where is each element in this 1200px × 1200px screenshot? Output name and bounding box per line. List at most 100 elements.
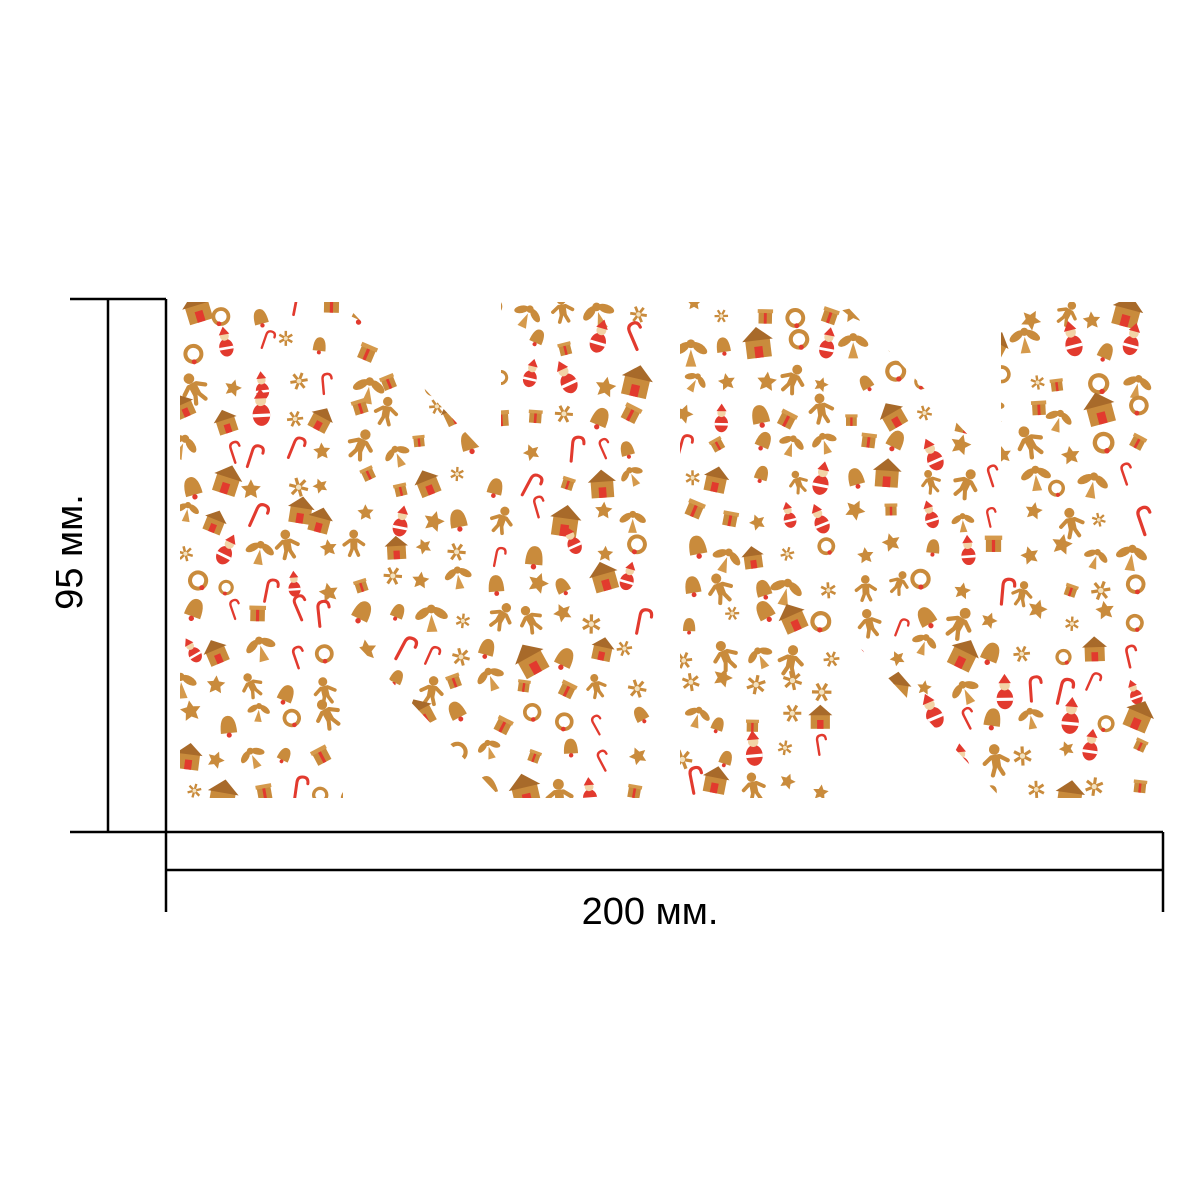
- gingerbread-man-icon: [1011, 581, 1033, 608]
- candy-cane-icon: [986, 506, 997, 528]
- gingerbread-house-icon: [808, 704, 833, 729]
- gingerbread-house-icon: [207, 779, 239, 798]
- gift-icon: [492, 409, 510, 427]
- gingerbread-man-icon: [347, 429, 373, 462]
- santa-icon: [1061, 696, 1079, 734]
- gingerbread-house-icon: [954, 402, 987, 437]
- wreath-icon: [885, 360, 907, 382]
- candy-cane-icon: [229, 598, 240, 621]
- left-n-sticker: [180, 302, 654, 798]
- bell-icon: [917, 607, 938, 629]
- star-icon: [597, 545, 614, 561]
- snowflake-icon: [725, 606, 740, 621]
- gift-icon: [708, 435, 726, 453]
- angel-icon: [684, 706, 710, 729]
- angel-icon: [180, 434, 197, 461]
- gingerbread-man-icon: [982, 744, 1010, 778]
- bell-icon: [982, 785, 997, 798]
- angel-icon: [379, 309, 403, 330]
- angel-icon: [838, 333, 869, 359]
- bell-icon: [253, 308, 269, 328]
- candy-cane-icon: [596, 749, 608, 772]
- wreath-icon: [810, 611, 832, 633]
- bell-icon: [563, 738, 579, 758]
- wreath-icon: [424, 379, 442, 397]
- star-icon: [717, 373, 735, 391]
- gingerbread-man-icon: [945, 607, 972, 642]
- candy-cane-icon: [292, 775, 310, 798]
- wreath-icon: [952, 777, 974, 798]
- snowflake-icon: [1028, 780, 1045, 798]
- wreath-icon: [1125, 574, 1146, 595]
- angel-icon: [514, 305, 541, 329]
- wreath-icon: [914, 374, 930, 390]
- gingerbread-man-icon: [313, 677, 337, 706]
- snowflake-icon: [554, 405, 573, 423]
- gingerbread-man-icon: [908, 743, 931, 770]
- angel-icon: [246, 636, 276, 663]
- star-icon: [357, 504, 374, 520]
- bell-icon: [926, 539, 940, 557]
- candy-cane-icon: [850, 648, 865, 672]
- snowflake-icon: [777, 740, 793, 756]
- snowflake-icon: [1091, 580, 1111, 601]
- gingerbread-house-icon: [180, 394, 197, 421]
- gingerbread-man-icon: [887, 327, 910, 356]
- santa-icon: [1063, 321, 1083, 357]
- angel-icon: [1077, 472, 1108, 499]
- snowflake-icon: [961, 336, 978, 354]
- star-icon: [954, 582, 971, 600]
- wreath-icon: [312, 786, 329, 798]
- bell-icon: [220, 715, 238, 738]
- gingerbread-house-icon: [587, 469, 616, 499]
- gift-icon: [878, 770, 895, 787]
- width-dimension: [164, 830, 1165, 912]
- wreath-icon: [493, 369, 509, 386]
- star-icon: [411, 784, 427, 798]
- gingerbread-house-icon: [879, 403, 909, 432]
- gift-icon: [1049, 378, 1064, 392]
- gingerbread-house-icon: [1083, 392, 1116, 427]
- angel-icon: [621, 467, 643, 487]
- gift-icon: [757, 309, 774, 324]
- gingerbread-house-icon: [203, 640, 230, 667]
- gingerbread-man-icon: [854, 575, 878, 603]
- star-icon: [951, 434, 972, 456]
- angel-icon: [619, 510, 646, 533]
- santa-icon: [745, 730, 763, 766]
- bell-icon: [620, 441, 635, 459]
- wreath-icon: [992, 365, 1011, 384]
- candy-cane-icon: [590, 714, 602, 736]
- candy-cane-icon: [245, 444, 265, 469]
- santa-icon: [1122, 322, 1141, 356]
- bell-icon: [589, 407, 609, 430]
- gingerbread-man-icon: [1056, 302, 1077, 327]
- angel-icon: [477, 667, 504, 692]
- wreath-icon: [785, 307, 806, 329]
- snowflake-icon: [714, 309, 729, 323]
- candy-cane-icon: [688, 765, 703, 795]
- gingerbread-house-icon: [589, 561, 620, 594]
- candy-cane-icon: [898, 704, 911, 730]
- angel-icon: [912, 634, 937, 656]
- gingerbread-man-icon: [849, 747, 872, 776]
- santa-icon: [185, 638, 202, 663]
- gingerbread-man-icon: [520, 606, 543, 635]
- bell-icon: [859, 375, 875, 392]
- bell-icon: [756, 600, 776, 622]
- gingerbread-house-icon: [414, 470, 442, 499]
- angel-icon: [1045, 409, 1072, 433]
- bell-icon: [312, 337, 326, 355]
- gingerbread-house-icon: [742, 327, 773, 360]
- candy-cane-icon: [286, 436, 307, 459]
- snowflake-icon: [630, 306, 647, 323]
- santa-icon: [953, 743, 970, 777]
- snowflake-icon: [680, 749, 693, 770]
- bell-icon: [276, 747, 291, 764]
- angel-icon: [245, 540, 274, 566]
- star-icon: [319, 539, 337, 556]
- gingerbread-man-icon: [373, 396, 399, 427]
- star-icon: [225, 379, 242, 397]
- bell-icon: [483, 433, 496, 450]
- star-icon: [208, 751, 225, 769]
